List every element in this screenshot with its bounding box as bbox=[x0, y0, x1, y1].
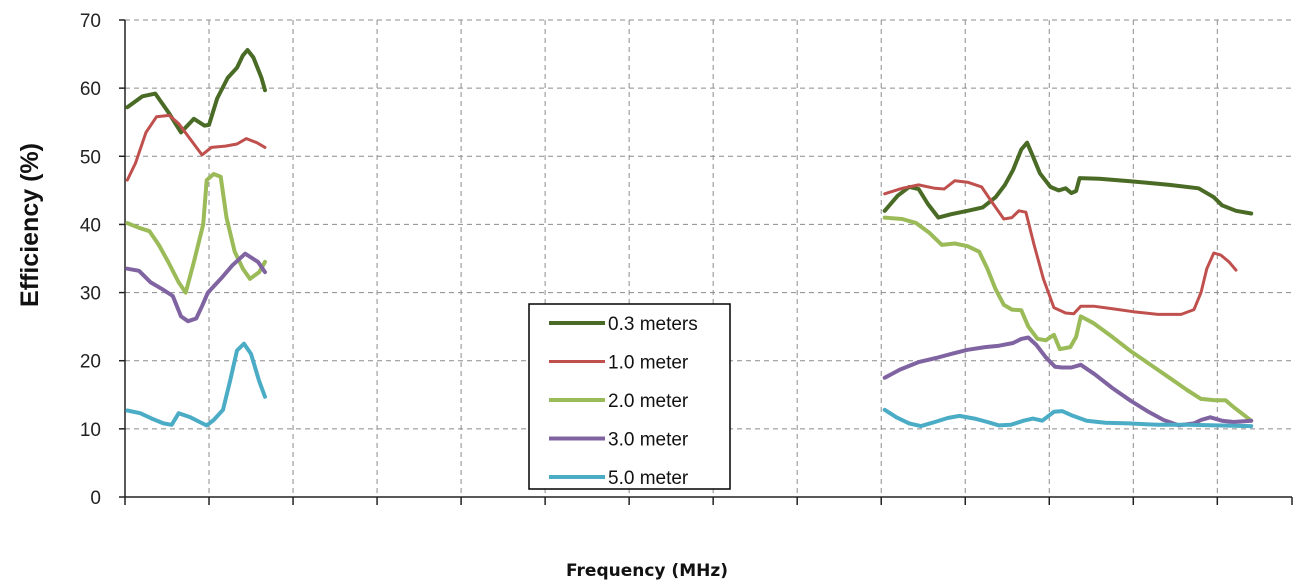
legend-label: 2.0 meter bbox=[608, 391, 689, 412]
legend-box bbox=[528, 303, 731, 490]
series-line bbox=[125, 172, 267, 295]
series-line bbox=[125, 341, 267, 428]
legend: 0.3 meters 1.0 meter 2.0 meter 3.0 meter 5.0… bbox=[528, 303, 731, 490]
legend-item: 2.0 meter bbox=[549, 391, 689, 412]
y-tick-label: 70 bbox=[80, 11, 101, 32]
series-line bbox=[882, 215, 1254, 423]
y-tick-label: 0 bbox=[90, 488, 101, 509]
legend-label: 1.0 meter bbox=[608, 353, 689, 374]
series-5-0-meter bbox=[125, 341, 1254, 429]
series-line bbox=[882, 335, 1254, 428]
series-line bbox=[882, 140, 1254, 220]
legend-label: 5.0 meter bbox=[608, 468, 689, 489]
series-line bbox=[125, 48, 267, 135]
series-line bbox=[883, 179, 1238, 316]
series-2-0-meter bbox=[125, 172, 1254, 423]
y-tick-label: 60 bbox=[80, 79, 101, 100]
y-tick-label: 40 bbox=[80, 215, 101, 236]
series-line bbox=[882, 407, 1254, 429]
y-tick-label: 30 bbox=[80, 284, 101, 305]
legend-item: 0.3 meters bbox=[549, 314, 698, 335]
legend-label: 0.3 meters bbox=[608, 314, 698, 335]
legend-item: 3.0 meter bbox=[549, 430, 689, 451]
series-line bbox=[125, 113, 267, 182]
y-tick-label: 10 bbox=[80, 420, 101, 441]
y-axis-label: Efficiency (%) bbox=[16, 143, 44, 307]
series-3-0-meter bbox=[125, 251, 1254, 428]
legend-item: 1.0 meter bbox=[549, 353, 689, 374]
legend-label: 3.0 meter bbox=[608, 430, 689, 451]
series-lines bbox=[125, 48, 1254, 429]
series-1-0-meter bbox=[125, 113, 1238, 316]
legend-item: 5.0 meter bbox=[549, 468, 689, 489]
x-axis-label: Frequency (MHz) bbox=[566, 561, 728, 581]
y-tick-labels: 0 10 20 30 40 50 60 70 bbox=[80, 11, 101, 509]
series-line bbox=[125, 251, 267, 324]
y-tick-label: 20 bbox=[80, 352, 101, 373]
series-0-3-meters bbox=[125, 48, 1254, 220]
axes bbox=[119, 19, 1293, 505]
y-tick-label: 50 bbox=[80, 147, 101, 168]
